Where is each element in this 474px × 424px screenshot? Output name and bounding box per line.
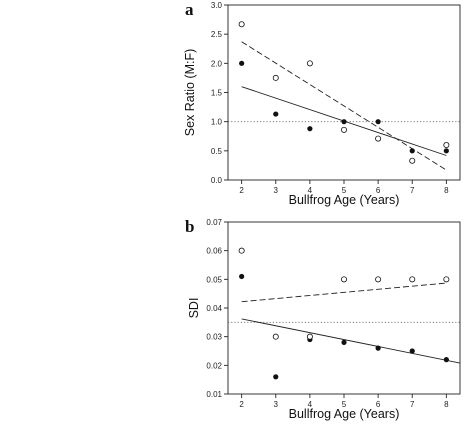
x-tick-label: 2	[239, 400, 244, 409]
y-tick-label: 0.05	[206, 275, 222, 284]
x-axis-title: Bullfrog Age (Years)	[289, 193, 400, 207]
x-tick-label: 7	[410, 186, 415, 195]
open-data-point	[375, 135, 382, 142]
solid-trend-line	[241, 318, 461, 364]
open-data-point	[272, 333, 279, 340]
open-data-point	[443, 141, 450, 148]
y-axis-title: SDI	[187, 298, 201, 319]
open-data-point	[375, 276, 382, 283]
open-data-point	[306, 60, 313, 67]
y-tick-label: 0.06	[206, 247, 222, 256]
x-tick-label: 6	[376, 400, 381, 409]
plot-frame	[227, 221, 461, 395]
x-tick-label: 4	[308, 186, 313, 195]
filled-data-point	[409, 148, 415, 154]
x-tick-label: 7	[410, 400, 415, 409]
x-tick-label: 8	[444, 186, 449, 195]
panel-b-sdi: 0.01 0.02 0.03 0.04 0.05 0.06 0.07 2 3 4 5 6 7 8 b Bull…	[185, 217, 461, 421]
filled-data-point	[239, 60, 245, 66]
x-tick-label: 2	[239, 186, 244, 195]
filled-data-point	[443, 148, 449, 154]
x-tick-label: 8	[444, 400, 449, 409]
panel-a-sex-ratio: 0.0 0.5 1.0 1.5 2.0 2.5 3.0 2 3 4 5 6 7 8 a Bullfrog Ag…	[183, 0, 461, 207]
open-data-point	[238, 247, 245, 254]
y-tick-label: 1.5	[211, 89, 223, 98]
open-data-point	[306, 333, 313, 340]
y-axis-title: Sex Ratio (M:F)	[183, 49, 197, 137]
x-tick-label: 3	[274, 400, 279, 409]
filled-data-point	[443, 357, 449, 363]
y-tick-label: 2.5	[211, 30, 223, 39]
y-tick-label: 0.01	[206, 390, 222, 399]
filled-data-point	[273, 111, 279, 117]
open-data-point	[340, 276, 347, 283]
x-axis-title: Bullfrog Age (Years)	[289, 407, 400, 421]
panel-label: a	[185, 0, 194, 19]
y-tick-label: 0.5	[211, 147, 223, 156]
filled-data-point	[409, 348, 415, 354]
filled-data-point	[307, 126, 313, 132]
plot-frame	[227, 4, 461, 181]
y-tick-label: 0.0	[211, 176, 223, 185]
open-data-point	[340, 126, 347, 133]
y-tick-label: 0.07	[206, 218, 222, 227]
y-tick-label: 0.04	[206, 304, 222, 313]
x-tick-label: 4	[308, 400, 313, 409]
open-data-point	[409, 276, 416, 283]
x-tick-label: 6	[376, 186, 381, 195]
filled-data-point	[375, 345, 381, 351]
y-tick-label: 2.0	[211, 59, 223, 68]
filled-data-point	[239, 273, 245, 280]
filled-data-point	[341, 339, 347, 345]
x-tick-label: 5	[342, 186, 347, 195]
y-tick-label: 3.0	[211, 1, 223, 10]
open-data-point	[272, 74, 279, 81]
filled-data-point	[341, 119, 347, 125]
y-tick-label: 1.0	[211, 118, 223, 127]
open-data-point	[409, 157, 416, 164]
filled-data-point	[273, 374, 279, 380]
dashed-trend-line	[241, 41, 447, 171]
open-data-point	[238, 21, 245, 28]
open-data-point	[443, 276, 450, 283]
y-tick-label: 0.02	[206, 361, 222, 370]
dashed-trend-line	[241, 282, 447, 303]
y-tick-label: 0.03	[206, 333, 222, 342]
x-tick-label: 5	[342, 400, 347, 409]
filled-data-point	[375, 119, 381, 125]
panel-label: b	[185, 217, 194, 236]
x-tick-label: 3	[274, 186, 279, 195]
